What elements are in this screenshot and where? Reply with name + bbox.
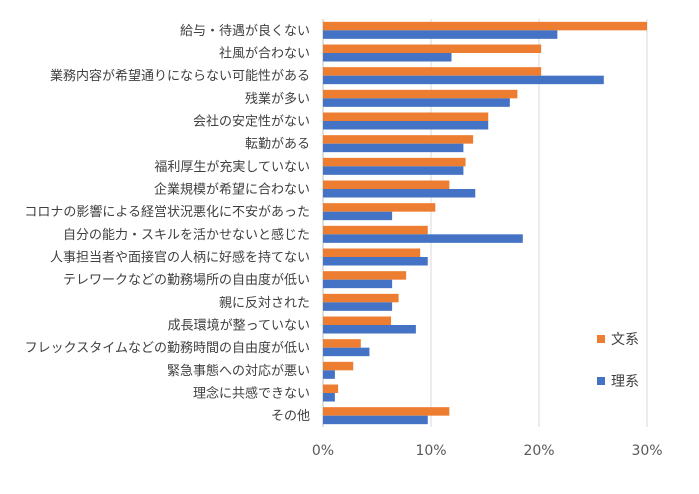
bar-rikei bbox=[323, 257, 428, 266]
bar-bunkei bbox=[323, 339, 361, 348]
bar-bunkei bbox=[323, 67, 542, 76]
legend-label-rikei: 理系 bbox=[611, 374, 639, 390]
bar-bunkei bbox=[323, 293, 399, 303]
bar-rikei bbox=[323, 415, 428, 425]
category-label: 福利厚生が充実していない bbox=[154, 159, 310, 175]
category-label: 残業が多い bbox=[245, 91, 310, 107]
x-tick-label: 30% bbox=[631, 443, 662, 459]
x-tick-label: 20% bbox=[523, 443, 554, 459]
bar-bunkei bbox=[323, 135, 474, 144]
category-labels: 給与・待遇が良くない社風が合わない業務内容が希望通りにならない可能性がある残業が… bbox=[24, 23, 310, 424]
bar-rikei bbox=[323, 121, 489, 130]
bar-rikei bbox=[323, 189, 476, 198]
x-tick-label: 10% bbox=[415, 443, 446, 459]
bar-bunkei bbox=[323, 157, 466, 167]
legend-swatch-rikei bbox=[597, 377, 605, 385]
category-label: 緊急事態への対応が悪い bbox=[167, 363, 310, 379]
bar-bunkei bbox=[323, 180, 450, 189]
category-label: コロナの影響による経営状況悪化に不安があった bbox=[24, 204, 310, 220]
category-label: 親に反対された bbox=[219, 296, 310, 311]
category-label: 成長環境が整っていない bbox=[168, 319, 310, 334]
category-label: テレワークなどの勤務場所の自由度が低い bbox=[63, 272, 310, 288]
bar-rikei bbox=[323, 347, 370, 357]
bar-bunkei bbox=[323, 384, 339, 393]
bar-bunkei bbox=[323, 248, 421, 257]
bars bbox=[323, 21, 647, 425]
bar-rikei bbox=[323, 143, 464, 153]
bar-bunkei bbox=[323, 271, 407, 280]
bar-rikei bbox=[323, 279, 393, 289]
x-tick-labels: 0% 10% 20% 30% bbox=[312, 443, 663, 459]
category-label: 人事担当者や面接官の人柄に好感を持てない bbox=[50, 250, 310, 266]
category-label: 企業規模が希望に合わない bbox=[154, 182, 310, 198]
category-label: 自分の能力・スキルを活かせないと感じた bbox=[63, 227, 310, 243]
category-label: 理念に共感できない bbox=[193, 386, 310, 402]
category-label: 会社の安定性がない bbox=[193, 114, 310, 130]
bar-rikei bbox=[323, 30, 558, 39]
category-label: 業務内容が希望通りにならない可能性がある bbox=[50, 68, 310, 84]
x-tick-label: 0% bbox=[312, 443, 334, 459]
bar-bunkei bbox=[323, 203, 436, 212]
bar-bunkei bbox=[323, 316, 392, 325]
bar-rikei bbox=[323, 302, 393, 311]
bar-rikei bbox=[323, 393, 335, 402]
bar-rikei bbox=[323, 325, 416, 334]
category-label: 転勤がある bbox=[245, 137, 310, 152]
category-label: 社風が合わない bbox=[219, 46, 310, 62]
legend: 文系 理系 bbox=[597, 332, 639, 390]
bar-bunkei bbox=[323, 89, 518, 99]
bar-rikei bbox=[323, 98, 510, 107]
bar-rikei bbox=[323, 370, 335, 379]
bar-bunkei bbox=[323, 44, 542, 53]
bar-rikei bbox=[323, 53, 452, 62]
bar-bunkei bbox=[323, 21, 647, 31]
bar-bunkei bbox=[323, 112, 489, 121]
legend-label-bunkei: 文系 bbox=[611, 332, 639, 348]
legend-swatch-bunkei bbox=[597, 335, 605, 343]
bar-rikei bbox=[323, 234, 523, 243]
bar-bunkei bbox=[323, 361, 354, 371]
grid-lines bbox=[322, 19, 648, 427]
bar-rikei bbox=[323, 75, 604, 85]
category-label: その他 bbox=[271, 409, 310, 424]
bar-bunkei bbox=[323, 225, 428, 235]
bar-rikei bbox=[323, 166, 464, 175]
category-label: フレックスタイムなどの勤務時間の自由度が低い bbox=[25, 340, 310, 356]
bar-rikei bbox=[323, 211, 393, 221]
category-label: 給与・待遇が良くない bbox=[180, 23, 310, 39]
bar-bunkei bbox=[323, 407, 450, 416]
